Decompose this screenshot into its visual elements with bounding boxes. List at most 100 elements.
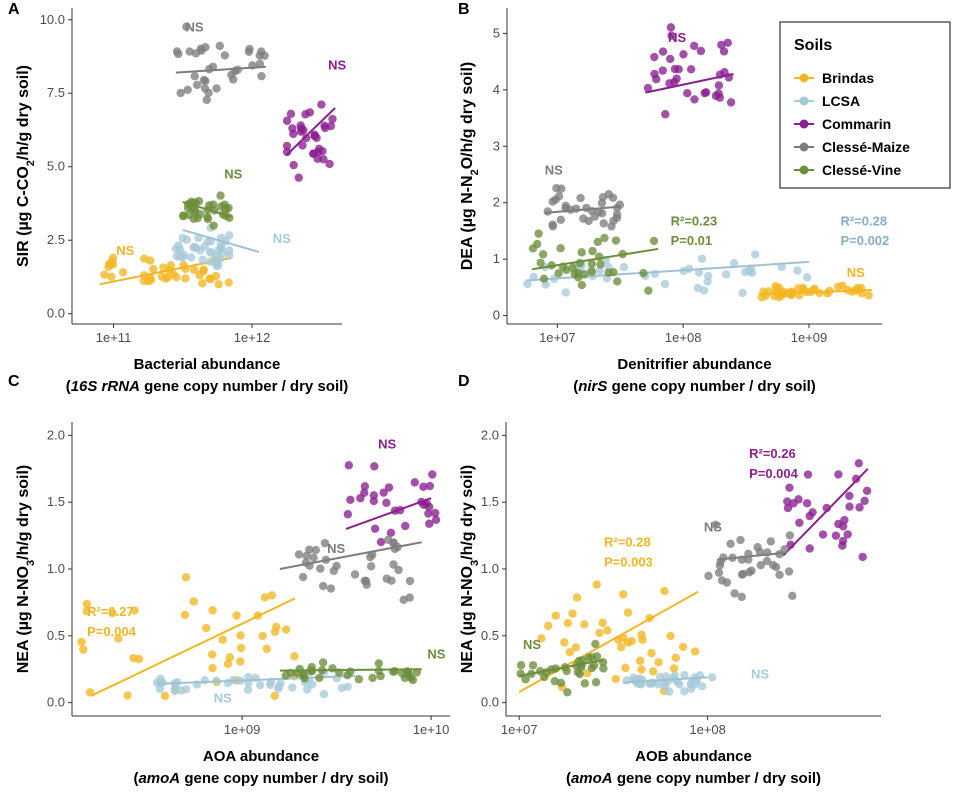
data-point xyxy=(834,470,843,479)
data-point xyxy=(711,91,721,100)
data-point xyxy=(845,502,854,511)
data-point xyxy=(579,214,588,223)
data-point xyxy=(550,676,560,686)
data-point xyxy=(387,576,396,585)
data-point xyxy=(328,114,337,124)
y-tick-label: 2.0 xyxy=(481,427,499,442)
x-axis-title: AOB abundance xyxy=(635,748,752,765)
series-cless-vine xyxy=(516,639,608,697)
annotation: R²=0.23 xyxy=(671,213,718,228)
data-point xyxy=(690,647,700,656)
data-point xyxy=(224,231,234,240)
legend-box xyxy=(779,21,951,189)
data-point xyxy=(192,80,202,90)
x-tick-label: 1e+07 xyxy=(501,722,538,737)
series-lcsa xyxy=(171,223,260,271)
data-point xyxy=(216,191,225,200)
data-point xyxy=(599,219,608,228)
data-point xyxy=(860,496,869,506)
data-point xyxy=(369,491,379,500)
y-tick-label: 0 xyxy=(493,308,500,323)
data-point xyxy=(299,126,308,135)
data-point xyxy=(680,671,689,680)
data-point xyxy=(299,671,308,681)
data-point xyxy=(270,691,279,701)
data-point xyxy=(785,531,795,540)
data-point xyxy=(660,586,669,596)
data-point xyxy=(319,690,329,699)
series-cless-vine xyxy=(179,191,234,230)
data-point xyxy=(528,244,538,253)
data-point xyxy=(243,685,253,694)
series-commarin xyxy=(343,461,441,547)
data-point xyxy=(260,593,270,602)
data-point xyxy=(200,84,210,93)
data-point xyxy=(595,628,604,638)
data-point xyxy=(528,661,538,670)
data-point xyxy=(257,71,266,81)
data-point xyxy=(694,268,704,277)
data-point xyxy=(255,59,265,68)
data-point xyxy=(317,100,326,109)
data-point xyxy=(198,279,207,288)
data-point xyxy=(591,678,601,687)
data-point xyxy=(587,267,597,276)
data-point xyxy=(563,688,572,697)
data-point xyxy=(118,267,128,277)
data-point xyxy=(838,281,847,290)
data-point xyxy=(689,41,699,51)
data-point xyxy=(289,129,298,139)
data-point xyxy=(178,233,187,243)
x-tick-label: 1e+11 xyxy=(96,330,132,345)
data-point xyxy=(588,246,597,256)
data-point xyxy=(236,657,245,666)
data-point xyxy=(592,652,602,661)
data-point xyxy=(315,673,324,683)
data-point xyxy=(635,656,645,666)
legend: Soils Brindas LCSA Commarin Clessé-Maize Cles… xyxy=(779,21,951,189)
data-point xyxy=(554,192,564,201)
data-point xyxy=(337,683,346,693)
data-point xyxy=(613,277,622,286)
data-point xyxy=(431,515,441,524)
data-point xyxy=(186,253,196,262)
data-point xyxy=(215,41,225,51)
data-point xyxy=(360,482,370,491)
data-point xyxy=(419,482,428,491)
fit-line xyxy=(519,658,605,677)
x-tick-label: 1e+07 xyxy=(539,330,576,345)
data-point xyxy=(678,642,688,652)
data-point xyxy=(697,682,707,691)
data-point xyxy=(160,691,170,701)
data-point xyxy=(311,545,321,555)
data-point xyxy=(794,495,803,504)
data-point xyxy=(578,656,587,665)
data-point xyxy=(717,40,726,50)
data-point xyxy=(430,508,440,518)
data-point xyxy=(225,251,234,260)
annotation: NS xyxy=(328,58,346,73)
data-point xyxy=(658,47,668,56)
annotation: R²=0.28 xyxy=(840,213,887,228)
data-point xyxy=(766,537,775,546)
fit-line xyxy=(182,228,260,253)
data-point xyxy=(350,570,360,579)
data-point xyxy=(298,572,308,582)
data-point xyxy=(180,610,190,620)
data-point xyxy=(667,31,676,40)
data-point xyxy=(379,488,388,497)
data-point xyxy=(394,565,403,575)
data-point xyxy=(108,608,117,618)
data-point xyxy=(701,88,711,97)
data-point xyxy=(360,576,369,586)
data-point xyxy=(218,635,227,644)
data-point xyxy=(661,110,670,119)
x-tick-label: 1e+08 xyxy=(689,722,726,737)
data-point xyxy=(184,210,194,220)
data-point xyxy=(282,147,292,157)
data-point xyxy=(803,470,813,479)
x-axis-title: Bacterial abundance xyxy=(134,356,281,373)
data-point xyxy=(107,272,116,281)
data-point xyxy=(561,288,570,297)
data-point xyxy=(386,528,396,537)
